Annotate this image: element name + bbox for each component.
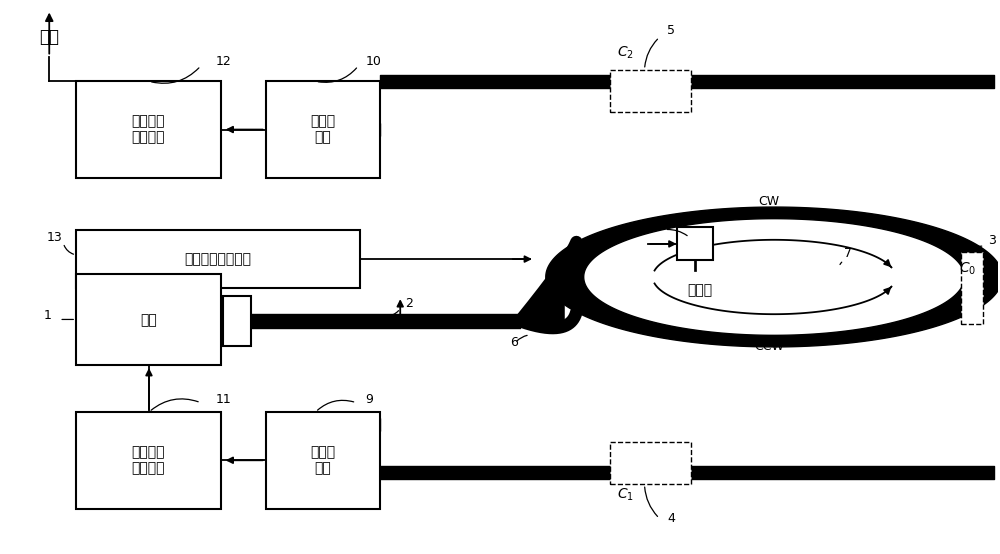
- Bar: [266, 412, 380, 509]
- Bar: [266, 81, 380, 178]
- Text: 调制器: 调制器: [687, 284, 712, 297]
- Text: 7: 7: [844, 247, 852, 260]
- Text: $C_0$: $C_0$: [959, 260, 976, 277]
- Text: 第二探
测器: 第二探 测器: [310, 115, 336, 145]
- Bar: [961, 252, 983, 324]
- Polygon shape: [520, 263, 564, 328]
- Text: 3: 3: [989, 234, 996, 247]
- Text: CCW: CCW: [754, 340, 784, 353]
- Text: 第一信号
处理电路: 第一信号 处理电路: [132, 445, 165, 475]
- Bar: [677, 227, 713, 260]
- Text: CW: CW: [759, 196, 780, 208]
- Bar: [76, 81, 221, 178]
- Bar: [610, 442, 691, 484]
- Text: $C_2$: $C_2$: [617, 44, 634, 61]
- Text: 2: 2: [405, 297, 413, 310]
- Text: 9: 9: [365, 393, 373, 406]
- Bar: [76, 230, 360, 288]
- Text: 12: 12: [216, 55, 232, 68]
- Text: 输出: 输出: [39, 28, 59, 46]
- Text: 调制信号输出电路: 调制信号输出电路: [185, 252, 252, 266]
- Text: 6: 6: [510, 336, 518, 349]
- Bar: [610, 70, 691, 112]
- Text: 第一探
测器: 第一探 测器: [310, 445, 336, 475]
- Text: 13: 13: [46, 231, 62, 244]
- Text: 10: 10: [365, 55, 381, 68]
- Polygon shape: [546, 207, 1000, 347]
- Text: 5: 5: [667, 24, 675, 38]
- Bar: [76, 274, 221, 365]
- Text: 4: 4: [667, 512, 675, 525]
- Text: 1: 1: [43, 310, 51, 322]
- Text: $C_1$: $C_1$: [617, 486, 634, 503]
- Bar: [223, 296, 251, 346]
- Text: 8: 8: [659, 217, 667, 230]
- Text: 光源: 光源: [140, 312, 157, 327]
- Text: 11: 11: [216, 393, 232, 406]
- Bar: [76, 412, 221, 509]
- Text: 第二信号
处理电路: 第二信号 处理电路: [132, 115, 165, 145]
